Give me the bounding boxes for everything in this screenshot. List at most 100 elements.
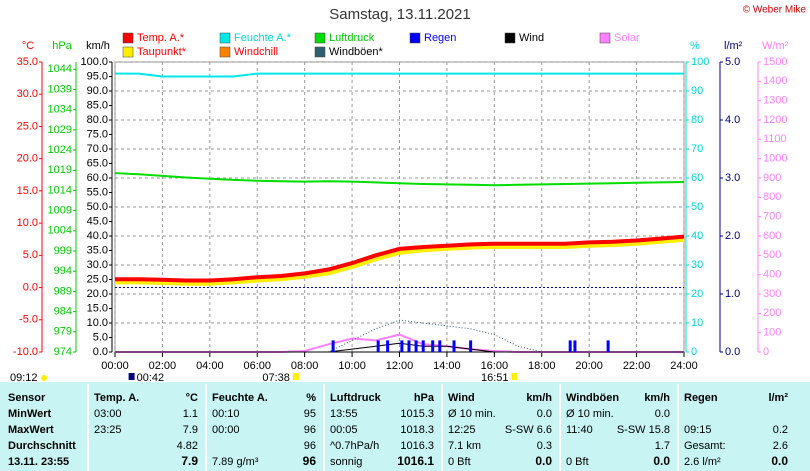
column-title: Regen bbox=[684, 392, 718, 404]
column-title: Luftdruck bbox=[330, 392, 382, 404]
y-tick-label: 15.0 bbox=[17, 185, 38, 197]
legend-swatch bbox=[219, 32, 231, 44]
legend-label: Taupunkt* bbox=[137, 46, 187, 58]
rain-bar bbox=[452, 340, 456, 352]
y-tick-label: 800 bbox=[763, 191, 781, 203]
y-tick-label: 3.0 bbox=[725, 172, 740, 184]
y-tick-label: 1009 bbox=[48, 205, 72, 217]
rain-bar bbox=[331, 340, 335, 352]
y-tick-label: 979 bbox=[54, 326, 72, 338]
rain-bar bbox=[606, 340, 610, 352]
table-cell: 0.0 bbox=[653, 454, 670, 468]
x-tick-label: 08:00 bbox=[291, 360, 319, 372]
y-tick-label: 1024 bbox=[48, 144, 72, 156]
y-tick-label: 100 bbox=[763, 327, 781, 339]
table-cell: 7.9 bbox=[181, 454, 198, 468]
y-tick-label: 75.0 bbox=[87, 128, 108, 140]
column-unit: hPa bbox=[414, 392, 435, 404]
axis-unit: l/m² bbox=[724, 40, 743, 52]
table-header: Sensor bbox=[8, 392, 46, 404]
series-line bbox=[115, 237, 685, 286]
legend-swatch bbox=[409, 32, 421, 44]
table-cell: 95 bbox=[304, 408, 316, 420]
axis-unit: hPa bbox=[52, 40, 72, 52]
axis-unit: % bbox=[690, 40, 700, 52]
x-tick-label: 04:00 bbox=[196, 360, 224, 372]
y-tick-label: 1039 bbox=[48, 83, 72, 95]
row-label: MinWert bbox=[8, 408, 52, 420]
astro-label: 07:38 bbox=[262, 372, 290, 384]
legend-label: Regen bbox=[424, 32, 456, 44]
y-tick-label: 95.0 bbox=[87, 70, 108, 82]
table-cell: 0 Bft bbox=[448, 456, 471, 468]
y-tick-label: 1400 bbox=[763, 75, 787, 87]
y-tick-label: 20 bbox=[691, 288, 703, 300]
series-line bbox=[115, 234, 685, 283]
legend-label: Feuchte A.* bbox=[234, 32, 292, 44]
y-tick-label: 30.0 bbox=[17, 88, 38, 100]
y-tick-label: 90 bbox=[691, 85, 703, 97]
sun-marker bbox=[292, 373, 299, 380]
y-tick-label: 1044 bbox=[48, 63, 72, 75]
y-tick-label: 35.0 bbox=[87, 244, 108, 256]
table-background bbox=[0, 382, 810, 471]
series-line bbox=[115, 342, 684, 353]
table-cell: 00:05 bbox=[330, 424, 358, 436]
row-label: 13.11. 23:55 bbox=[8, 456, 69, 468]
y-tick-label: 0 bbox=[691, 346, 697, 358]
y-tick-label: 500 bbox=[763, 249, 781, 261]
y-tick-label: 1000 bbox=[763, 153, 787, 165]
y-tick-label: 25.0 bbox=[17, 120, 38, 132]
y-tick-label: 80.0 bbox=[87, 114, 108, 126]
x-tick-label: 14:00 bbox=[433, 360, 461, 372]
x-tick-label: 20:00 bbox=[575, 360, 603, 372]
column-unit: l/m² bbox=[768, 392, 788, 404]
day-length: 09:12 bbox=[10, 372, 38, 384]
y-tick-label: 55.0 bbox=[87, 186, 108, 198]
y-tick-label: 1500 bbox=[763, 56, 787, 68]
x-tick-label: 24:00 bbox=[670, 360, 698, 372]
table-cell: 7.9 bbox=[183, 424, 198, 436]
column-title: Feuchte A. bbox=[212, 392, 268, 404]
y-tick-label: 4.0 bbox=[725, 114, 740, 126]
column-title: Wind bbox=[448, 392, 475, 404]
y-tick-label: 300 bbox=[763, 288, 781, 300]
table-cell: 0.2 bbox=[773, 424, 788, 436]
rain-bar bbox=[407, 340, 411, 352]
table-cell: 13:55 bbox=[330, 408, 358, 420]
y-tick-label: 974 bbox=[54, 346, 72, 358]
y-tick-label: 50 bbox=[691, 201, 703, 213]
y-tick-label: 30.0 bbox=[87, 259, 108, 271]
table-cell: 7.89 g/m³ bbox=[212, 456, 259, 468]
rain-bar bbox=[573, 340, 577, 352]
table-cell: S-SW 15.8 bbox=[617, 424, 670, 436]
table-cell: 96 bbox=[303, 454, 317, 468]
y-tick-label: 400 bbox=[763, 269, 781, 281]
table-cell: 11:40 bbox=[566, 424, 593, 436]
axis-unit: km/h bbox=[86, 40, 110, 52]
row-label: MaxWert bbox=[8, 424, 54, 436]
table-cell: 0.0 bbox=[771, 454, 788, 468]
table-cell: 1016.3 bbox=[400, 440, 434, 452]
column-title: Windböen bbox=[566, 392, 619, 404]
y-tick-label: 0.0 bbox=[93, 346, 108, 358]
y-tick-label: 100 bbox=[691, 56, 709, 68]
y-tick-label: 100.0 bbox=[80, 56, 108, 68]
y-tick-label: 80 bbox=[691, 114, 703, 126]
y-tick-label: 5.0 bbox=[725, 56, 740, 68]
y-tick-label: 600 bbox=[763, 230, 781, 242]
y-tick-label: 35.0 bbox=[17, 56, 38, 68]
series-line bbox=[115, 72, 684, 78]
x-tick-label: 16:00 bbox=[481, 360, 509, 372]
y-tick-label: 70.0 bbox=[87, 143, 108, 155]
rain-bar bbox=[568, 340, 572, 352]
table-cell: 03:00 bbox=[94, 408, 122, 420]
table-cell: 0.0 bbox=[535, 454, 552, 468]
legend-swatch bbox=[219, 46, 231, 58]
y-tick-label: 1200 bbox=[763, 114, 787, 126]
table-cell: 2.6 l/m² bbox=[684, 456, 721, 468]
column-unit: km/h bbox=[526, 392, 552, 404]
table-cell: 96 bbox=[304, 440, 316, 452]
table-cell: 09:15 bbox=[684, 424, 712, 436]
rain-bar bbox=[438, 340, 442, 352]
